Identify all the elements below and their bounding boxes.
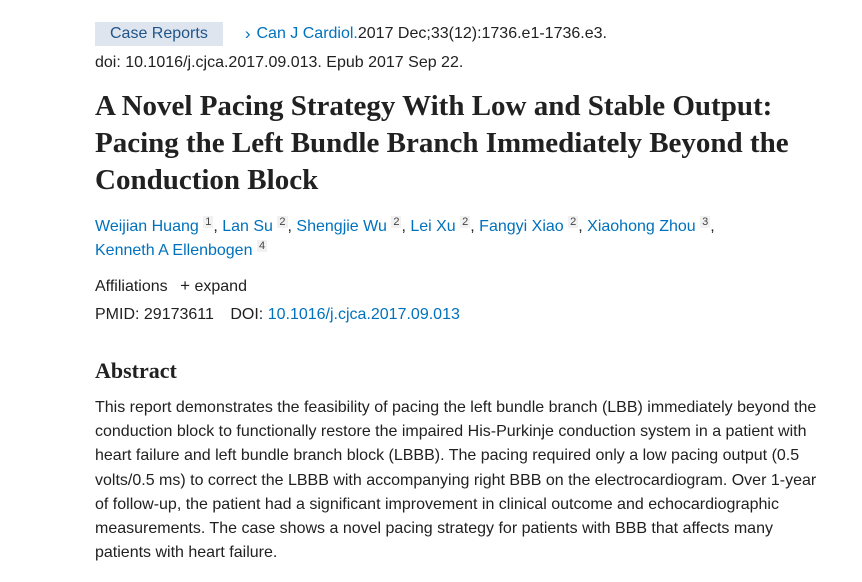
author-link[interactable]: Kenneth A Ellenbogen [95, 242, 253, 259]
doi-link[interactable]: 10.1016/j.cjca.2017.09.013 [267, 306, 460, 323]
author-link[interactable]: Shengjie Wu [296, 218, 387, 235]
plus-icon: + [180, 276, 191, 295]
affiliation-number[interactable]: 3 [700, 216, 711, 228]
separator: , [287, 218, 297, 235]
article-header: Case Reports › Can J Cardiol. 2017 Dec;3… [95, 0, 825, 565]
doi-label: DOI: [230, 306, 264, 323]
affiliation-number[interactable]: 2 [460, 216, 471, 228]
separator: , [213, 218, 223, 235]
abstract-heading: Abstract [95, 358, 177, 383]
pmid-label: PMID: [95, 306, 140, 323]
page-title: A Novel Pacing Strategy With Low and Sta… [95, 90, 789, 196]
citation-row: Case Reports › Can J Cardiol. 2017 Dec;3… [95, 22, 825, 46]
citation-text: 2017 Dec;33(12):1736.e1-1736.e3. [357, 25, 607, 42]
author-link[interactable]: Fangyi Xiao [479, 218, 564, 235]
doi-line: doi: 10.1016/j.cjca.2017.09.013. Epub 20… [95, 54, 464, 71]
pmid-value: 29173611 [143, 306, 214, 323]
affiliations-row: Affiliations + expand [95, 275, 825, 298]
affiliation-number[interactable]: 2 [277, 216, 288, 228]
affiliation-number[interactable]: 4 [256, 240, 268, 252]
authors-list: Weijian Huang 1, Lan Su 2, Shengjie Wu 2… [95, 215, 825, 263]
journal-link[interactable]: Can J Cardiol. [256, 25, 358, 42]
author-link[interactable]: Lan Su [222, 218, 273, 235]
separator: , [401, 218, 411, 235]
separator: , [710, 218, 715, 235]
separator: , [578, 218, 588, 235]
article-type-badge: Case Reports [95, 22, 223, 46]
affiliation-number[interactable]: 1 [203, 216, 214, 228]
abstract-text: This report demonstrates the feasibility… [95, 399, 817, 562]
chevron-right-icon[interactable]: › [244, 24, 251, 43]
affiliations-label: Affiliations [95, 278, 168, 295]
author-link[interactable]: Lei Xu [410, 218, 456, 235]
author-link[interactable]: Weijian Huang [95, 218, 199, 235]
identifiers-row: PMID: 29173611 DOI: 10.1016/j.cjca.2017.… [95, 304, 825, 326]
author-link[interactable]: Xiaohong Zhou [587, 218, 696, 235]
affiliation-number[interactable]: 2 [568, 216, 579, 228]
expand-label: expand [194, 278, 247, 295]
separator: , [470, 218, 480, 235]
affiliation-number[interactable]: 2 [391, 216, 402, 228]
expand-affiliations-button[interactable]: + expand [180, 276, 247, 295]
